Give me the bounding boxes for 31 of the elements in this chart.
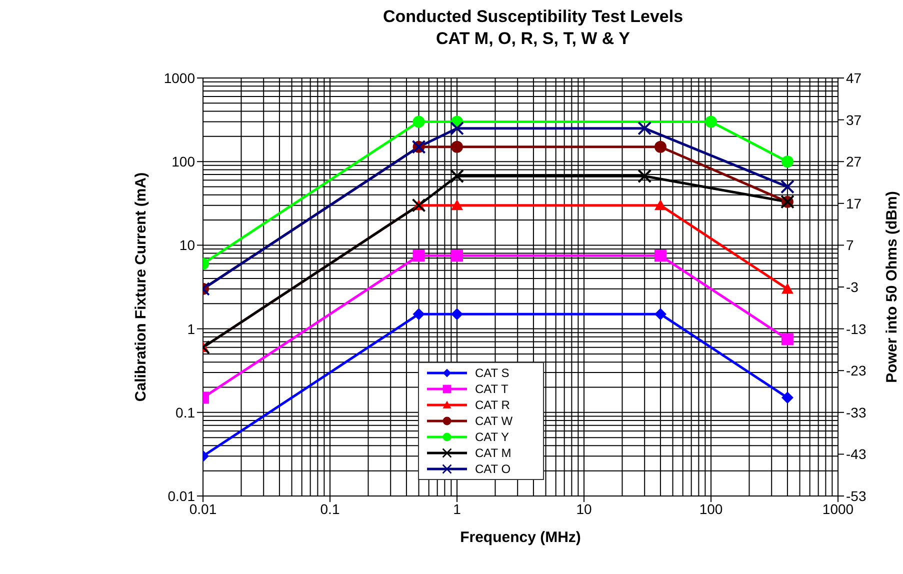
y2-tick-label: -43: [846, 446, 866, 462]
y-tick-label: 1000: [164, 70, 196, 86]
y2-tick-label: -33: [846, 404, 866, 420]
legend-label: CAT Y: [475, 430, 510, 444]
legend-label: CAT M: [475, 446, 512, 460]
y2-tick-label: 37: [846, 112, 862, 128]
y2-tick-label: -13: [846, 320, 866, 337]
y2-tick-label: 27: [846, 154, 862, 170]
y2-tick-label: 47: [846, 70, 862, 86]
legend-label: CAT R: [475, 398, 510, 412]
x-tick-label: 100: [699, 500, 723, 517]
x-tick-label: 0.1: [320, 500, 340, 517]
y-tick-label: 0.1: [176, 404, 196, 420]
chart-title: Conducted Susceptibility Test Levels: [382, 6, 684, 28]
y2-axis-title: Power into 50 Ohms (dBm): [883, 191, 900, 383]
x-tick-label: 1: [453, 500, 462, 517]
x-tick-label: 10: [576, 500, 592, 517]
y2-tick-label: 7: [846, 237, 854, 254]
y-axis-title: Calibration Fixture Current (mA): [132, 172, 150, 402]
y2-tick-label: -23: [846, 362, 866, 379]
y-tick-label: 10: [179, 237, 196, 254]
y2-tick-label: -3: [846, 278, 859, 295]
legend-label: CAT O: [475, 462, 511, 476]
y-tick-label: 100: [172, 154, 196, 170]
legend-label: CAT S: [475, 366, 510, 380]
chart-subtitle: CAT M, O, R, S, T, W & Y: [435, 28, 631, 50]
legend-label: CAT W: [475, 414, 513, 428]
y-tick-label: 1: [187, 320, 196, 337]
x-axis-title: Frequency (MHz): [460, 529, 581, 546]
legend-label: CAT T: [475, 382, 508, 396]
y2-tick-label: 17: [846, 195, 862, 212]
